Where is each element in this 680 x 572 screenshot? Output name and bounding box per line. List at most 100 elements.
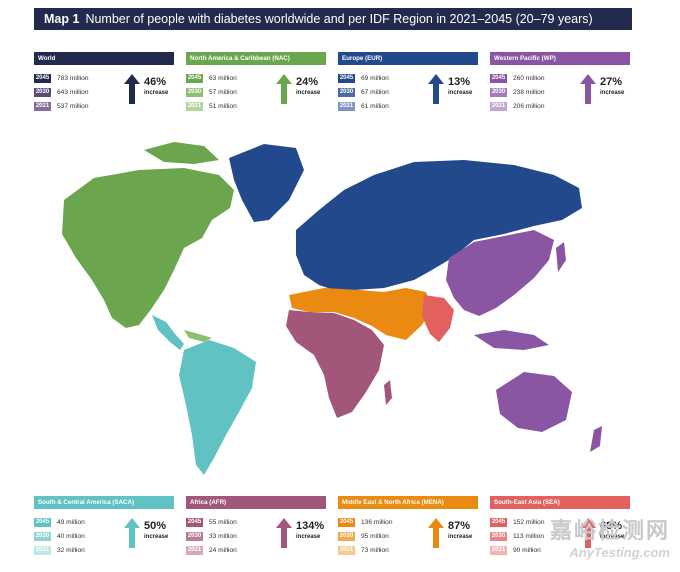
year-badge: 2021 [338, 545, 355, 555]
panel-heading: Middle East & North Africa (MENA) [338, 496, 478, 509]
people-count: 238 million [513, 88, 545, 96]
region-saca-central-america [152, 315, 184, 350]
year-row: 2045 260 million [490, 71, 545, 85]
increase-percent: 87% [448, 520, 471, 532]
up-arrow-icon [428, 518, 444, 548]
year-badge: 2045 [338, 517, 355, 527]
year-row: 2021 537 million [34, 99, 89, 113]
increase-label: increase [600, 534, 625, 540]
panel-mena: Middle East & North Africa (MENA) 2045 136… [338, 496, 478, 557]
people-count: 57 million [209, 88, 237, 96]
panel-heading: South & Central America (SACA) [34, 496, 174, 509]
increase-percent: 50% [144, 520, 167, 532]
year-badge: 2030 [186, 87, 203, 97]
year-badge: 2045 [338, 73, 355, 83]
year-badge: 2045 [34, 73, 51, 83]
year-badge: 2021 [490, 101, 507, 111]
year-row: 2045 136 million [338, 515, 393, 529]
region-eur-greenland [229, 144, 304, 222]
year-badge: 2030 [490, 531, 507, 541]
up-arrow-icon [580, 518, 596, 548]
year-row: 2030 67 million [338, 85, 389, 99]
panel-rows: 2045 152 million 2030 113 million 2021 90 mil… [490, 515, 545, 557]
people-count: 33 million [209, 532, 237, 540]
region-wp-new-zealand [590, 426, 602, 452]
increase-percent: 134% [296, 520, 325, 532]
people-count: 63 million [209, 74, 237, 82]
increase-percent: 27% [600, 76, 623, 88]
year-row: 2021 24 million [186, 543, 237, 557]
up-arrow-icon [276, 74, 292, 104]
map-title: Number of people with diabetes worldwide… [85, 12, 593, 26]
panel-rows: 2045 69 million 2030 67 million 2021 61 milli… [338, 71, 389, 113]
year-row: 2030 33 million [186, 529, 237, 543]
panel-heading: Europe (EUR) [338, 52, 478, 65]
year-row: 2045 49 million [34, 515, 85, 529]
year-row: 2021 61 million [338, 99, 389, 113]
panel-heading: North America & Caribbean (NAC) [186, 52, 326, 65]
panel-heading: South-East Asia (SEA) [490, 496, 630, 509]
year-badge: 2045 [186, 517, 203, 527]
people-count: 643 million [57, 88, 89, 96]
people-count: 95 million [361, 532, 389, 540]
year-badge: 2021 [490, 545, 507, 555]
people-count: 206 million [513, 102, 545, 110]
region-nac-caribbean [184, 330, 212, 342]
up-arrow-icon [580, 74, 596, 104]
year-row: 2045 63 million [186, 71, 237, 85]
year-badge: 2045 [34, 517, 51, 527]
year-row: 2021 206 million [490, 99, 545, 113]
year-row: 2030 113 million [490, 529, 545, 543]
panel-rows: 2045 783 million 2030 643 million 2021 537 mi… [34, 71, 89, 113]
people-count: 69 million [361, 74, 389, 82]
panel-sea: South-East Asia (SEA) 2045 152 million 2030… [490, 496, 630, 557]
people-count: 32 million [57, 546, 85, 554]
map-number: Map 1 [44, 12, 80, 26]
year-badge: 2030 [338, 531, 355, 541]
year-row: 2021 73 million [338, 543, 393, 557]
year-badge: 2030 [186, 531, 203, 541]
year-badge: 2030 [338, 87, 355, 97]
panel-nac: North America & Caribbean (NAC) 2045 63 mi… [186, 52, 326, 113]
year-badge: 2045 [490, 73, 507, 83]
panel-heading: Africa (AFR) [186, 496, 326, 509]
people-count: 260 million [513, 74, 545, 82]
region-wp-japan [556, 242, 566, 272]
people-count: 49 million [57, 518, 85, 526]
panel-eur: Europe (EUR) 2045 69 million 2030 67 million… [338, 52, 478, 113]
year-row: 2021 32 million [34, 543, 85, 557]
panel-rows: 2045 55 million 2030 33 million 2021 24 milli… [186, 515, 237, 557]
increase-percent: 46% [144, 76, 167, 88]
region-afr [286, 310, 384, 418]
year-row: 2030 238 million [490, 85, 545, 99]
region-nac-north-america [62, 168, 234, 328]
people-count: 61 million [361, 102, 389, 110]
panel-wp: Western Pacific (WP) 2045 260 million 2030 2… [490, 52, 630, 113]
year-badge: 2021 [338, 101, 355, 111]
year-badge: 2030 [490, 87, 507, 97]
increase-percent: 68% [600, 520, 623, 532]
year-badge: 2045 [186, 73, 203, 83]
world-map [62, 142, 602, 475]
year-badge: 2030 [34, 531, 51, 541]
increase-percent: 24% [296, 76, 319, 88]
region-wp-east-asia [446, 230, 554, 316]
increase-label: increase [448, 90, 473, 96]
year-badge: 2021 [186, 101, 203, 111]
year-row: 2045 55 million [186, 515, 237, 529]
watermark: 嘉峪检测网 AnyTesting.com [550, 513, 670, 560]
watermark-english: AnyTesting.com [569, 545, 670, 560]
region-wp-australia [496, 372, 572, 432]
increase-label: increase [448, 534, 473, 540]
region-saca-south-america [179, 340, 256, 475]
increase-label: increase [600, 90, 625, 96]
panel-heading: World [34, 52, 174, 65]
year-badge: 2045 [490, 517, 507, 527]
year-badge: 2021 [34, 545, 51, 555]
panel-afr: Africa (AFR) 2045 55 million 2030 33 million… [186, 496, 326, 557]
year-row: 2021 51 million [186, 99, 237, 113]
year-row: 2030 40 million [34, 529, 85, 543]
year-row: 2030 57 million [186, 85, 237, 99]
people-count: 783 million [57, 74, 89, 82]
watermark-chinese: 嘉峪检测网 [549, 519, 670, 544]
